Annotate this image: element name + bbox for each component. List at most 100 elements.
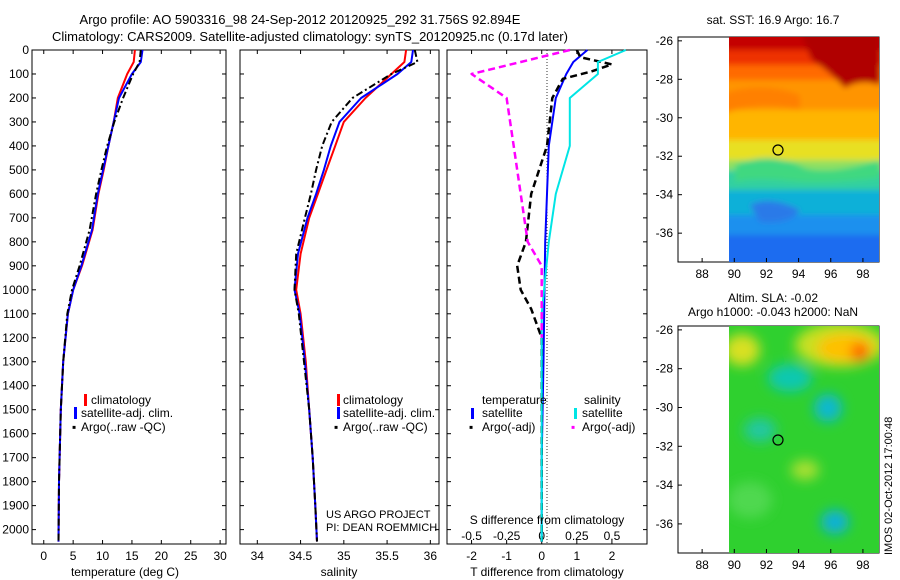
sst-orange-intrusion: [729, 87, 800, 112]
sla-map-title-line1: Altim. SLA: -0.02: [728, 291, 818, 305]
depth-tick-label: 1300: [2, 355, 29, 369]
legend-swatch-t-argo: ▪: [469, 420, 473, 434]
title-line2: Climatology: CARS2009. Satellite-adjuste…: [52, 29, 568, 44]
tick-label: 15: [125, 549, 139, 563]
map-lat-label: -32: [656, 439, 674, 453]
map-lat-label: -28: [656, 72, 674, 86]
legend-swatch-s-argo: ▪: [571, 420, 575, 434]
difference-series-line: [515, 49, 614, 542]
legend-swatch-argo: ▪: [72, 420, 76, 434]
map-lon-label: 94: [792, 558, 806, 572]
s-tick-label: 0.25: [565, 529, 589, 543]
sla-map-panel: Altim. SLA: -0.02 Argo h1000: -0.043 h20…: [656, 291, 880, 572]
depth-tick-label: 1200: [2, 331, 29, 345]
sla-yellow-patch: [791, 460, 819, 480]
tick-label: 35: [337, 549, 351, 563]
sla-green-patch-2: [729, 482, 772, 518]
map-lat-label: -28: [656, 362, 674, 376]
depth-tick-label: 100: [9, 67, 29, 81]
difference-panel: -2 -1 0 1 2 -0.5 -0.25 0 0.25 0.5 T difference f…: [446, 48, 648, 579]
depth-tick-label: 2000: [2, 523, 29, 537]
depth-tick-label: 0: [22, 43, 29, 57]
map-lat-label: -30: [656, 111, 674, 125]
map-lat-label: -34: [656, 188, 674, 202]
sst-band-7: [729, 160, 879, 170]
map-lon-label: 88: [695, 267, 709, 281]
legend-swatch-climatology: [337, 394, 340, 406]
sla-cyan-low-2: [814, 394, 842, 422]
legend-label-s-argo: Argo(-adj): [582, 420, 635, 434]
sla-map-ticks: 88 90 92 94 96 98 -26 -28 -30 -32 -34 -36: [656, 323, 870, 572]
temperature-panel: 0100200300400500600700800900100011001200…: [2, 43, 227, 579]
s-tick-label: 0.5: [604, 529, 621, 543]
sla-red-core: [851, 343, 869, 361]
depth-tick-label: 1400: [2, 379, 29, 393]
map-lon-label: 96: [824, 267, 838, 281]
legend-label-argo: Argo(..raw -QC): [81, 420, 166, 434]
map-lon-label: 98: [856, 267, 870, 281]
difference-lines: [470, 48, 627, 542]
depth-tick-label: 1500: [2, 403, 29, 417]
depth-tick-label: 1000: [2, 283, 29, 297]
temperature-axes-box: [31, 49, 227, 545]
temperature-lines: [57, 49, 144, 542]
depth-tick-label: 1800: [2, 475, 29, 489]
depth-tick-label: 200: [9, 91, 29, 105]
sst-band-10: [729, 215, 879, 235]
salinity-ticks: 34 34.5 35 35.5 36: [251, 50, 438, 563]
sst-band-9: [729, 190, 879, 215]
sla-cyan-low-3: [744, 418, 776, 442]
depth-tick-label: 400: [9, 139, 29, 153]
argo-float-marker: [772, 144, 784, 156]
tick-label: 5: [70, 549, 77, 563]
depth-ticks: 0 100 200 300 400 500 600 700 800 900 1000 1100 1200…: [2, 43, 226, 537]
legend-label-t-satellite: satellite: [482, 406, 523, 420]
map-lon-label: 98: [856, 558, 870, 572]
map-lon-label: 92: [760, 558, 774, 572]
legend-header-temperature: temperature: [482, 393, 547, 407]
s-tick-label: -0.5: [461, 529, 482, 543]
map-lat-label: -34: [656, 478, 674, 492]
legend-swatch-s-satellite: [574, 408, 577, 419]
depth-tick-label: 500: [9, 163, 29, 177]
map-lon-label: 94: [792, 267, 806, 281]
tick-label: 0: [538, 549, 545, 563]
sst-map-ticks: 88 90 92 94 96 98 -26 -28 -30 -32 -34 -36: [656, 34, 870, 281]
depth-tick-label: 900: [9, 259, 29, 273]
legend-swatch-t-satellite: [471, 408, 474, 419]
project-line1: US ARGO PROJECT: [326, 509, 431, 521]
legend-label-climatology: climatology: [343, 393, 403, 407]
depth-tick-label: 1600: [2, 427, 29, 441]
sla-yellow-west: [729, 334, 760, 366]
difference-ticks: -2 -1 0 1 2: [466, 50, 616, 563]
depth-tick-label: 700: [9, 211, 29, 225]
imos-stamp: IMOS 02-Oct-2012 17:00:48: [883, 417, 895, 555]
salinity-legend: climatology satellite-adj. clim. ▪ Argo(…: [334, 393, 435, 434]
depth-tick-label: 1900: [2, 499, 29, 513]
depth-tick-label: 1700: [2, 451, 29, 465]
legend-swatch-argo: ▪: [334, 420, 338, 434]
sla-cyan-low-1: [768, 364, 812, 392]
map-lat-label: -36: [656, 517, 674, 531]
difference-series-line: [470, 48, 571, 338]
s-tick-label: -0.25: [493, 529, 521, 543]
difference-series-line: [540, 49, 627, 542]
sst-heatmap: [729, 37, 879, 262]
tick-label: 25: [184, 549, 198, 563]
legend-header-salinity: salinity: [584, 393, 621, 407]
legend-label-t-argo: Argo(-adj): [482, 420, 535, 434]
temperature-legend: climatology satellite-adj. clim. ▪ Argo(…: [72, 393, 173, 434]
project-line2: PI: DEAN ROEMMICH: [326, 522, 437, 534]
map-lat-label: -36: [656, 226, 674, 240]
difference-depth-ticks: [447, 49, 647, 531]
sla-heatmap: [729, 326, 879, 553]
tick-label: 36: [424, 549, 438, 563]
tick-label: -1: [501, 549, 512, 563]
sst-green-patch: [735, 158, 879, 183]
salinity-series-line: [293, 49, 419, 542]
salinity-depth-ticks: [240, 49, 439, 531]
salinity-panel: 34 34.5 35 35.5 36 salinity climatology sate…: [239, 49, 440, 579]
depth-tick-label: 800: [9, 235, 29, 249]
argo-float-marker-sla: [772, 434, 784, 446]
